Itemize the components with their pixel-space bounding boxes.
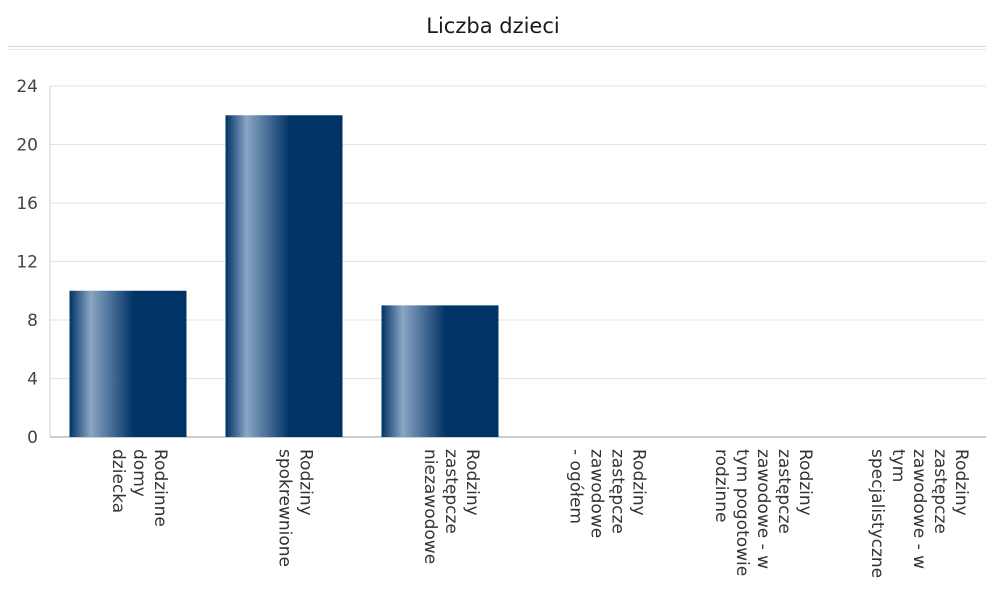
chart-title: Liczba dzieci bbox=[426, 14, 560, 38]
x-tick-label-line: Rodziny bbox=[795, 449, 815, 516]
x-tick-label-line: tym pogotowie bbox=[732, 449, 752, 576]
bar-0 bbox=[69, 290, 187, 437]
x-tick-label-line: tym bbox=[888, 449, 908, 482]
x-tick-label-line: zastępcze bbox=[441, 449, 461, 534]
x-tick-label-line: - ogółem bbox=[566, 449, 586, 524]
x-tick-label-line: spokrewnione bbox=[275, 449, 295, 567]
x-tick-label-line: zawodowe - w bbox=[753, 449, 773, 569]
y-tick-label-24: 24 bbox=[16, 77, 38, 97]
x-tick-label-line: domy bbox=[129, 449, 149, 497]
x-tick-label-line: zawodowe - w bbox=[909, 449, 929, 569]
x-tick-label-line: Rodziny bbox=[296, 449, 316, 516]
x-tick-label-line: Rodzinne bbox=[150, 449, 170, 527]
title-separator bbox=[8, 46, 986, 47]
y-tick-label-8: 8 bbox=[27, 311, 38, 331]
x-tick-label-line: rodzinne bbox=[711, 449, 731, 522]
x-tick-label-line: specjalistyczne bbox=[867, 449, 887, 578]
y-tick-label-12: 12 bbox=[16, 253, 38, 273]
x-tick-label-line: zastępcze bbox=[608, 449, 628, 534]
x-tick-label-line: Rodziny bbox=[951, 449, 971, 516]
y-tick-label-20: 20 bbox=[16, 136, 38, 156]
bar-2 bbox=[381, 305, 499, 437]
x-tick-label-line: zastępcze bbox=[774, 449, 794, 534]
x-tick-label-line: zawodowe bbox=[587, 449, 607, 538]
y-tick-label-0: 0 bbox=[27, 428, 38, 448]
y-tick-label-16: 16 bbox=[16, 194, 38, 214]
x-tick-label-line: zastępcze bbox=[930, 449, 950, 534]
y-tick-label-4: 4 bbox=[27, 370, 38, 390]
x-tick-label-line: dziecka bbox=[108, 449, 128, 513]
bar-1 bbox=[225, 115, 343, 437]
x-tick-label-line: Rodziny bbox=[462, 449, 482, 516]
x-tick-label-line: niezawodowe bbox=[420, 449, 440, 564]
title-separator-secondary bbox=[8, 49, 986, 50]
x-tick-label-line: Rodziny bbox=[629, 449, 649, 516]
